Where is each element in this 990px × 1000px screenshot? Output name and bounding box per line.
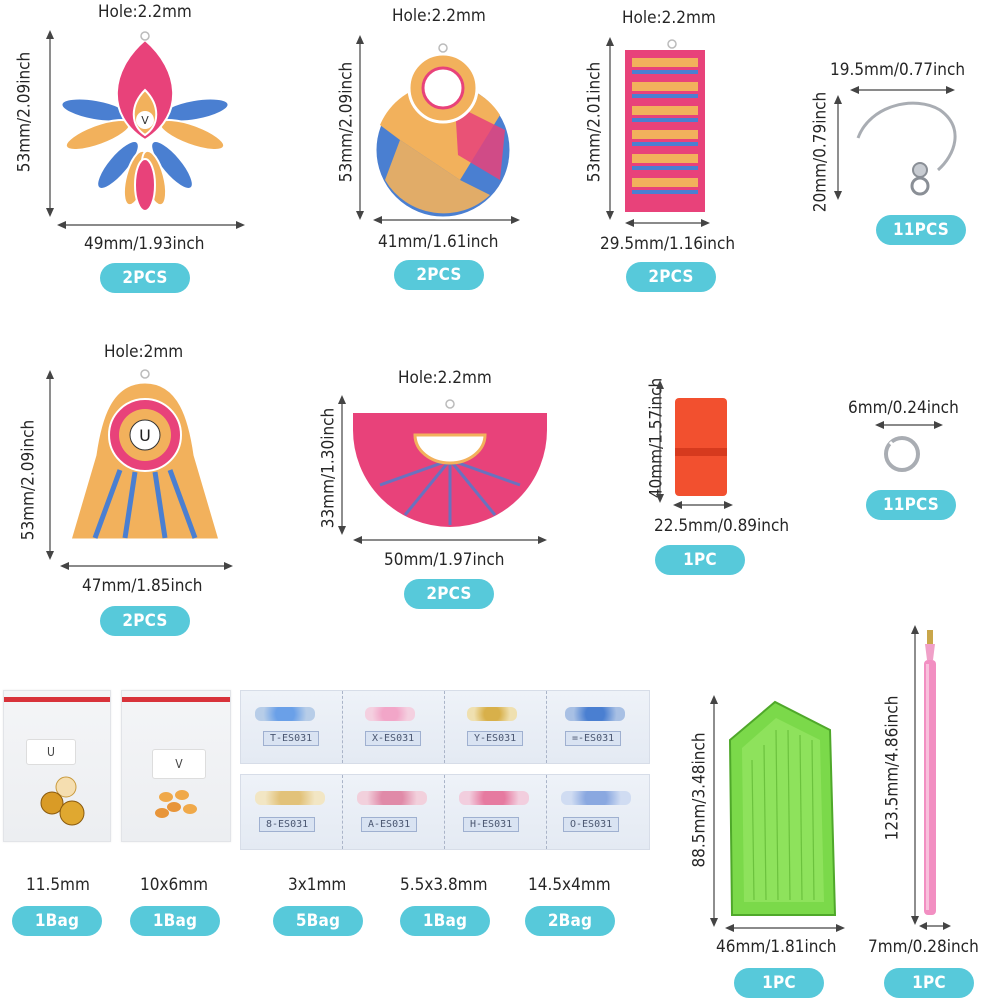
drill-code: Y-ES031 <box>467 731 524 746</box>
drill-qty-badge-3: 2Bag <box>525 906 615 936</box>
rect-pendant-width-label: 29.5mm/1.16inch <box>600 234 736 254</box>
tray-diagram <box>710 695 845 932</box>
flower-pendant-width-label: 49mm/1.93inch <box>84 234 205 254</box>
fan-pendant-hole-label: Hole:2.2mm <box>398 368 492 388</box>
drill-gems <box>357 791 427 805</box>
pen-qty-badge: 1PC <box>884 968 974 998</box>
fan-pendant-qty-badge: 2PCS <box>404 579 494 609</box>
jump-ring-qty-badge: 11PCS <box>866 490 956 520</box>
bag-seal <box>122 697 230 702</box>
rect-pendant-hole-label: Hole:2.2mm <box>622 8 716 28</box>
tray-width-label: 46mm/1.81inch <box>716 937 837 957</box>
ring-pendant-diagram <box>356 35 520 224</box>
strip-divider <box>546 691 547 763</box>
fan-pendant-diagram <box>338 395 549 544</box>
ear-hook-qty-badge: 11PCS <box>876 215 966 245</box>
wax-block-diagram <box>656 380 733 509</box>
strip-divider <box>546 775 547 849</box>
drill-code: H-ES031 <box>463 817 520 832</box>
ring-pendant-width-label: 41mm/1.61inch <box>378 232 499 252</box>
flower-pendant-diagram: V <box>46 30 245 229</box>
drill-size-2: 5.5x3.8mm <box>400 875 488 895</box>
drill-strip-top: T-ES031 X-ES031 Y-ES031 =-ES031 <box>240 690 650 764</box>
drill-code: A-ES031 <box>361 817 418 832</box>
ear-hook-diagram <box>834 86 957 200</box>
drill-code: =-ES031 <box>565 731 622 746</box>
strip-divider <box>342 691 343 763</box>
bag-v-qty-badge: 1Bag <box>130 906 220 936</box>
drill-code: T-ES031 <box>263 731 320 746</box>
wax-block-qty-badge: 1PC <box>655 545 745 575</box>
bag-v-size: 10x6mm <box>140 875 209 895</box>
rect-pendant-qty-badge: 2PCS <box>626 262 716 292</box>
jump-ring-diagram <box>875 421 943 472</box>
flower-pendant-qty-badge: 2PCS <box>100 263 190 293</box>
drill-size-1: 3x1mm <box>288 875 347 895</box>
tray-qty-badge: 1PC <box>734 968 824 998</box>
bell-pendant-letter: U <box>139 426 151 445</box>
bag-u-qty-badge: 1Bag <box>12 906 102 936</box>
drill-gems <box>467 707 517 721</box>
bell-pendant-hole-label: Hole:2mm <box>104 342 184 362</box>
strip-divider <box>444 775 445 849</box>
rhinestone-bag-v: V <box>121 690 231 842</box>
fan-pendant-width-label: 50mm/1.97inch <box>384 550 505 570</box>
drill-gems <box>459 791 529 805</box>
bag-tag-v: V <box>152 749 206 779</box>
drill-gems <box>255 791 325 805</box>
strip-divider <box>342 775 343 849</box>
ear-hook-width-label: 19.5mm/0.77inch <box>830 60 966 80</box>
bell-pendant-diagram: U <box>46 369 233 570</box>
drill-qty-badge-1: 5Bag <box>273 906 363 936</box>
rect-pendant-diagram <box>606 37 710 227</box>
drill-gems <box>565 707 625 721</box>
drill-gems <box>365 707 415 721</box>
strip-divider <box>444 691 445 763</box>
drill-strip-bottom: 8-ES031 A-ES031 H-ES031 O-ES031 <box>240 774 650 850</box>
round-rhinestones <box>40 776 85 826</box>
pen-width-label: 7mm/0.28inch <box>868 937 979 957</box>
bell-pendant-width-label: 47mm/1.85inch <box>82 576 203 596</box>
flower-pendant-hole-label: Hole:2.2mm <box>98 2 192 22</box>
ring-pendant-hole-label: Hole:2.2mm <box>392 6 486 26</box>
wax-block-width-label: 22.5mm/0.89inch <box>654 516 790 536</box>
jump-ring-width-label: 6mm/0.24inch <box>848 398 959 418</box>
drill-code: O-ES031 <box>563 817 620 832</box>
bag-tag-u: U <box>26 739 76 765</box>
ring-pendant-qty-badge: 2PCS <box>394 260 484 290</box>
bag-seal <box>4 697 110 702</box>
svg-text:V: V <box>141 114 149 127</box>
teardrop-rhinestones <box>155 790 197 818</box>
bag-u-size: 11.5mm <box>26 875 90 895</box>
drill-gems <box>561 791 631 805</box>
drill-qty-badge-2: 1Bag <box>400 906 490 936</box>
drill-code: X-ES031 <box>365 731 422 746</box>
drill-code: 8-ES031 <box>259 817 316 832</box>
drill-size-3: 14.5x4mm <box>528 875 611 895</box>
bell-pendant-qty-badge: 2PCS <box>100 606 190 636</box>
drill-gems <box>255 707 315 721</box>
rhinestone-bag-u: U <box>3 690 111 842</box>
pen-diagram <box>911 625 951 930</box>
